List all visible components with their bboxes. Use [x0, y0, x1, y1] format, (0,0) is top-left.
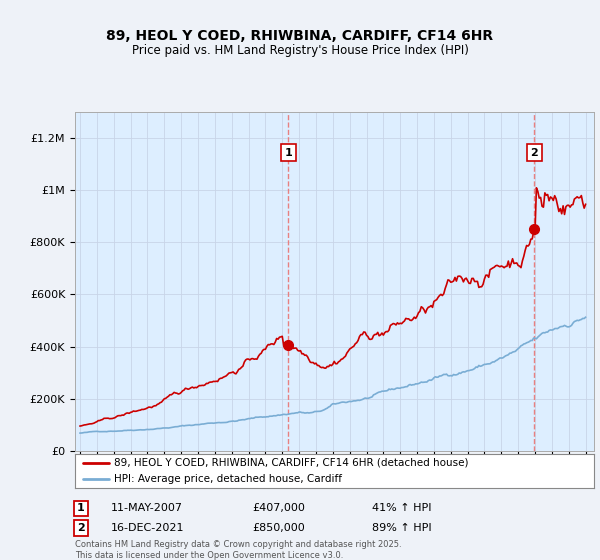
Text: 89, HEOL Y COED, RHIWBINA, CARDIFF, CF14 6HR: 89, HEOL Y COED, RHIWBINA, CARDIFF, CF14…	[106, 29, 494, 44]
Text: 16-DEC-2021: 16-DEC-2021	[111, 523, 185, 533]
Text: 1: 1	[284, 148, 292, 158]
Text: Contains HM Land Registry data © Crown copyright and database right 2025.
This d: Contains HM Land Registry data © Crown c…	[75, 540, 401, 559]
Text: £407,000: £407,000	[252, 503, 305, 514]
Text: 89% ↑ HPI: 89% ↑ HPI	[372, 523, 431, 533]
Text: 41% ↑ HPI: 41% ↑ HPI	[372, 503, 431, 514]
Text: 11-MAY-2007: 11-MAY-2007	[111, 503, 183, 514]
Text: 2: 2	[530, 148, 538, 158]
Text: 89, HEOL Y COED, RHIWBINA, CARDIFF, CF14 6HR (detached house): 89, HEOL Y COED, RHIWBINA, CARDIFF, CF14…	[114, 458, 469, 468]
Text: HPI: Average price, detached house, Cardiff: HPI: Average price, detached house, Card…	[114, 474, 342, 484]
Text: £850,000: £850,000	[252, 523, 305, 533]
Text: Price paid vs. HM Land Registry's House Price Index (HPI): Price paid vs. HM Land Registry's House …	[131, 44, 469, 57]
Text: 2: 2	[77, 523, 85, 533]
Text: 1: 1	[77, 503, 85, 514]
